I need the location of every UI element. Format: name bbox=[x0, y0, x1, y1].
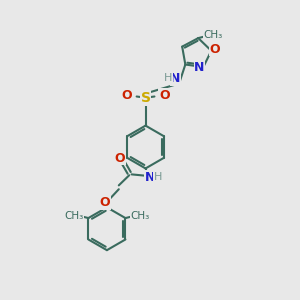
Text: O: O bbox=[159, 88, 169, 101]
Text: CH₃: CH₃ bbox=[131, 211, 150, 221]
Text: CH₃: CH₃ bbox=[64, 211, 83, 221]
Text: N: N bbox=[145, 171, 155, 184]
Text: O: O bbox=[122, 88, 132, 101]
Text: O: O bbox=[100, 196, 110, 209]
Text: S: S bbox=[140, 91, 151, 105]
Text: H: H bbox=[164, 74, 172, 83]
Text: O: O bbox=[114, 152, 125, 164]
Text: N: N bbox=[194, 61, 205, 74]
Text: N: N bbox=[170, 72, 181, 85]
Text: CH₃: CH₃ bbox=[203, 30, 222, 40]
Text: O: O bbox=[210, 43, 220, 56]
Text: H: H bbox=[154, 172, 162, 182]
